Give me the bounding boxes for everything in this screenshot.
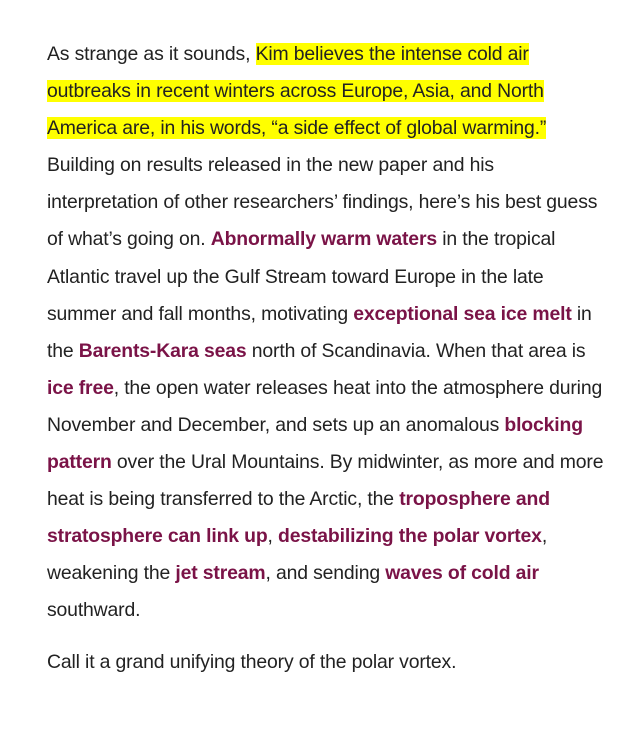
text-segment: , and sending xyxy=(265,562,386,585)
text-segment: As strange as it sounds, xyxy=(47,43,256,65)
link-exceptional-sea-ice-melt[interactable]: exceptional sea ice melt xyxy=(353,302,572,325)
link-troposphere-stratosphere[interactable]: troposphere and stratosphere can link up xyxy=(47,488,550,548)
text-segment: in the xyxy=(47,302,592,362)
highlighted-quote: Kim believes the intense cold air outbre… xyxy=(47,43,547,140)
link-barents-kara-seas[interactable]: Barents-Kara seas xyxy=(78,339,247,362)
paragraph-2: Call it a grand unifying theory of the p… xyxy=(47,650,457,673)
article-body: As strange as it sounds, Kim believes th… xyxy=(47,36,607,681)
text-segment: , xyxy=(267,525,279,548)
link-abnormally-warm-waters[interactable]: Abnormally warm waters xyxy=(210,228,437,251)
link-jet-stream[interactable]: jet stream xyxy=(175,562,266,585)
text-segment: , the open water releases heat into the … xyxy=(47,376,603,436)
link-waves-of-cold-air[interactable]: waves of cold air xyxy=(385,562,539,585)
text-segment: over the Ural Mountains. By midwinter, a… xyxy=(47,451,604,511)
link-destabilizing-polar-vortex[interactable]: destabilizing the polar vortex xyxy=(278,525,542,548)
text-segment: north of Scandinavia. When that area is xyxy=(246,339,586,362)
paragraph-1: As strange as it sounds, Kim believes th… xyxy=(47,36,607,630)
link-ice-free[interactable]: ice free xyxy=(47,376,114,399)
link-blocking-pattern[interactable]: blocking pattern xyxy=(47,413,583,474)
text-segment: , weakening the xyxy=(47,525,548,585)
text-segment: southward. xyxy=(47,599,141,622)
text-segment: Building on results released in the new … xyxy=(47,154,598,251)
text-segment: in the tropical Atlantic travel up the G… xyxy=(47,228,556,325)
